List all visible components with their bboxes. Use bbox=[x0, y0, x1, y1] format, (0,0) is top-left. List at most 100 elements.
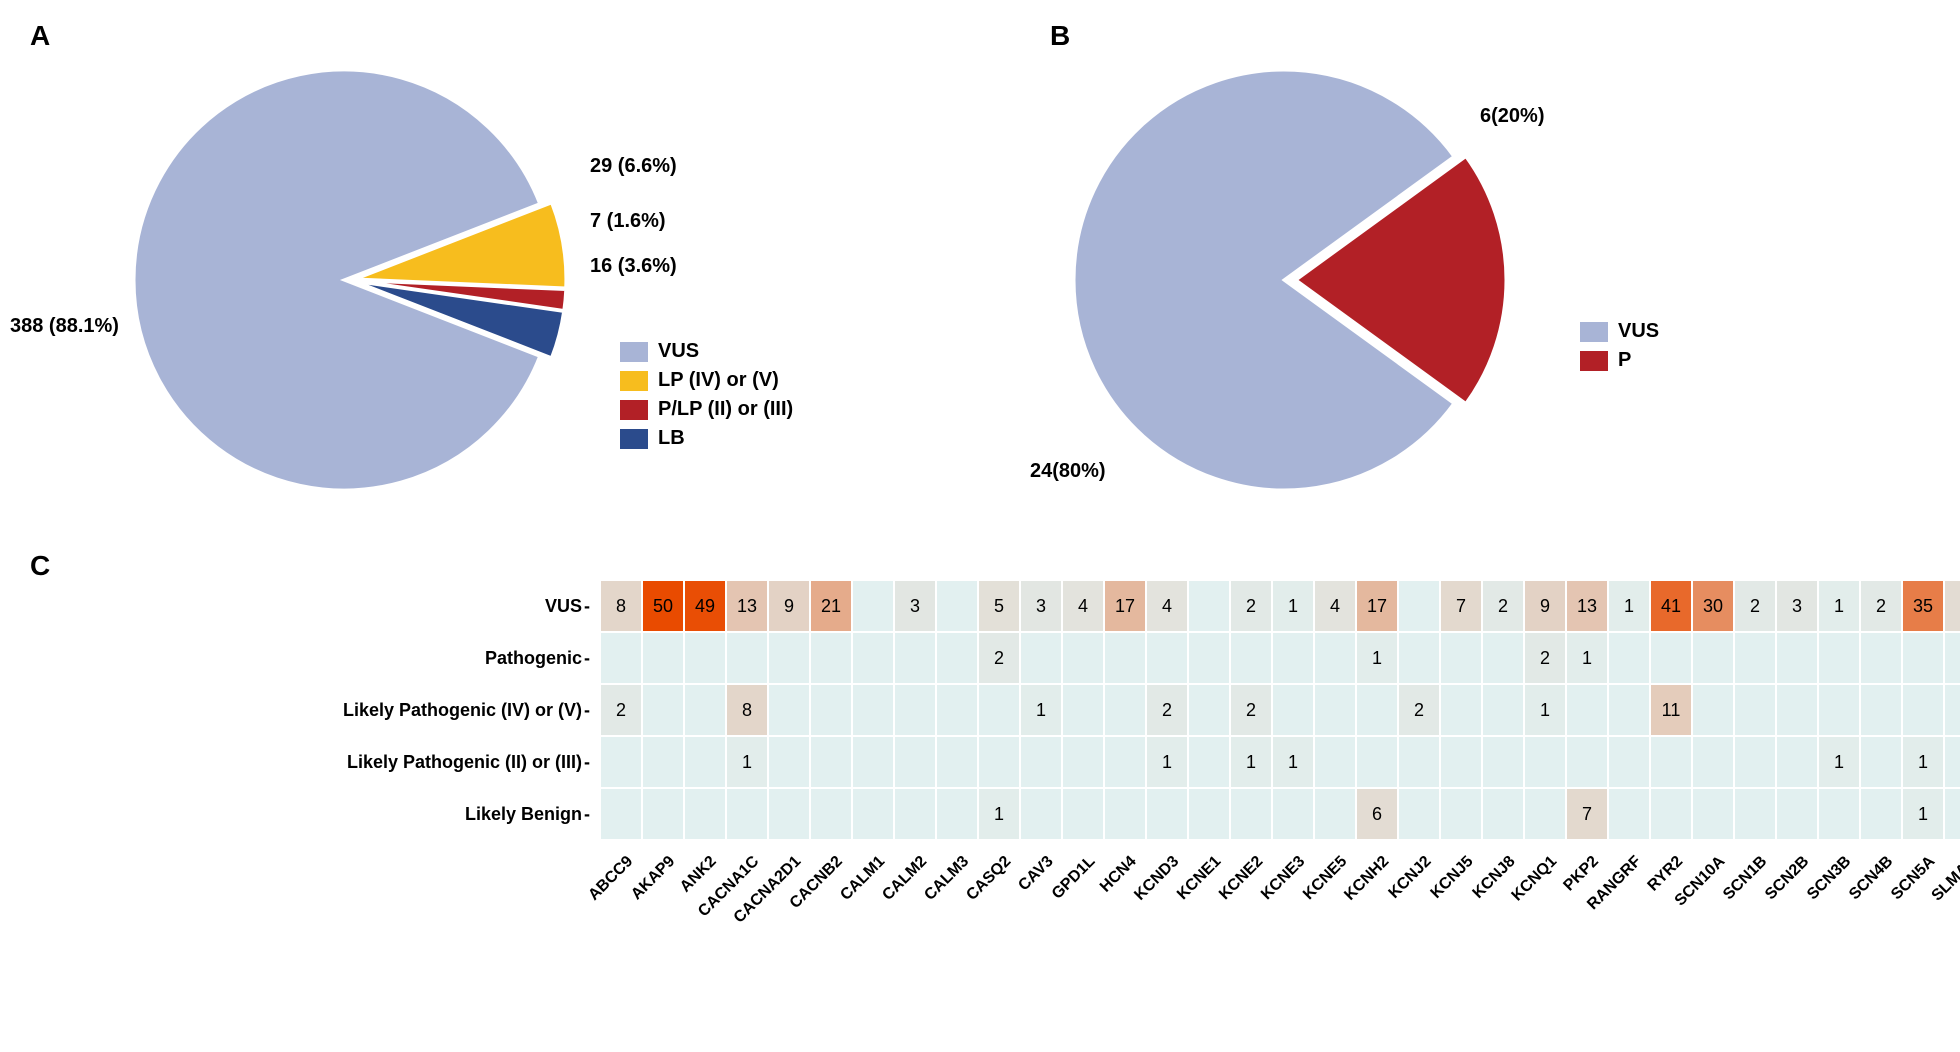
heatmap-cell bbox=[1356, 736, 1398, 788]
heatmap-cell bbox=[684, 788, 726, 840]
heatmap-cell bbox=[1860, 684, 1902, 736]
heatmap-cell bbox=[1944, 736, 1960, 788]
legend-item: P bbox=[1580, 349, 1659, 372]
legend-swatch bbox=[1580, 322, 1608, 342]
heatmap-cell: 11 bbox=[1650, 684, 1692, 736]
heatmap-cell: 1 bbox=[1608, 580, 1650, 632]
legend-swatch bbox=[620, 429, 648, 449]
heatmap-row-label: VUS - bbox=[320, 580, 600, 632]
heatmap-cell: 8 bbox=[600, 580, 642, 632]
legend-label: LP (IV) or (V) bbox=[658, 369, 779, 392]
legend-label: LB bbox=[658, 427, 685, 450]
heatmap-cell bbox=[684, 736, 726, 788]
heatmap-cell: 1 bbox=[1272, 736, 1314, 788]
heatmap-cell bbox=[1440, 632, 1482, 684]
heatmap-cell: 4 bbox=[1314, 580, 1356, 632]
legend-b: VUS P bbox=[1580, 320, 1659, 378]
heatmap-cell: 9 bbox=[768, 580, 810, 632]
heatmap-row-label: Likely Benign - bbox=[320, 788, 600, 840]
heatmap-cell bbox=[768, 632, 810, 684]
heatmap-cell: 13 bbox=[726, 580, 768, 632]
heatmap-cell bbox=[1944, 788, 1960, 840]
legend-swatch bbox=[620, 342, 648, 362]
heatmap-cell bbox=[810, 736, 852, 788]
heatmap-cell bbox=[1398, 736, 1440, 788]
heatmap-cell bbox=[1734, 684, 1776, 736]
heatmap-cell bbox=[600, 632, 642, 684]
slice-label-vus: 388 (88.1%) bbox=[10, 315, 119, 338]
heatmap-cell bbox=[1440, 788, 1482, 840]
heatmap-cell bbox=[1146, 788, 1188, 840]
heatmap-cell: 17 bbox=[1356, 580, 1398, 632]
heatmap-cell bbox=[1356, 684, 1398, 736]
heatmap-cell bbox=[1062, 736, 1104, 788]
heatmap-cell bbox=[1482, 788, 1524, 840]
heatmap-cell bbox=[1902, 684, 1944, 736]
heatmap-cell bbox=[1188, 632, 1230, 684]
legend-item: P/LP (II) or (III) bbox=[620, 398, 793, 421]
heatmap-cell bbox=[1902, 632, 1944, 684]
heatmap-cell: 2 bbox=[1398, 684, 1440, 736]
heatmap-cell bbox=[1272, 788, 1314, 840]
heatmap-cell: 2 bbox=[1860, 580, 1902, 632]
heatmap-cell bbox=[1566, 736, 1608, 788]
heatmap-cell bbox=[1944, 632, 1960, 684]
slice-label-vus: 24(80%) bbox=[1030, 460, 1106, 483]
heatmap-cell: 4 bbox=[1146, 580, 1188, 632]
heatmap-cell bbox=[1272, 632, 1314, 684]
heatmap-cell: 5 bbox=[978, 580, 1020, 632]
heatmap-cell: 3 bbox=[1020, 580, 1062, 632]
heatmap-cell bbox=[1398, 580, 1440, 632]
heatmap-cell bbox=[1776, 632, 1818, 684]
heatmap-grid: VUS -85049139213534174214177291314130231… bbox=[320, 580, 1960, 840]
heatmap-cell bbox=[1818, 632, 1860, 684]
heatmap-cell bbox=[768, 736, 810, 788]
heatmap-cell: 3 bbox=[1776, 580, 1818, 632]
heatmap-cell bbox=[1314, 684, 1356, 736]
heatmap-cell bbox=[810, 788, 852, 840]
heatmap-cell: 2 bbox=[600, 684, 642, 736]
heatmap-cell bbox=[1188, 684, 1230, 736]
heatmap-cell bbox=[978, 684, 1020, 736]
heatmap-cell bbox=[852, 580, 894, 632]
heatmap-cell: 1 bbox=[1902, 788, 1944, 840]
heatmap-cell bbox=[1230, 788, 1272, 840]
slice-label-lp-iv-or-v-: 29 (6.6%) bbox=[590, 155, 677, 178]
heatmap-cell bbox=[1314, 632, 1356, 684]
heatmap-cell bbox=[1314, 736, 1356, 788]
heatmap-cell bbox=[1188, 736, 1230, 788]
heatmap-cell bbox=[1482, 632, 1524, 684]
heatmap-cell bbox=[1188, 788, 1230, 840]
heatmap-c: VUS -85049139213534174214177291314130231… bbox=[320, 580, 1960, 964]
heatmap-cell bbox=[936, 580, 978, 632]
heatmap-cell bbox=[768, 684, 810, 736]
heatmap-cell bbox=[894, 736, 936, 788]
heatmap-cell: 21 bbox=[810, 580, 852, 632]
heatmap-cell bbox=[1062, 684, 1104, 736]
heatmap-cell bbox=[1818, 788, 1860, 840]
heatmap-cell bbox=[852, 632, 894, 684]
heatmap-cell bbox=[852, 736, 894, 788]
heatmap-cell bbox=[1692, 684, 1734, 736]
heatmap-cell bbox=[936, 632, 978, 684]
heatmap-row-label: Likely Pathogenic (IV) or (V) - bbox=[320, 684, 600, 736]
heatmap-cell: 6 bbox=[1944, 580, 1960, 632]
heatmap-cell bbox=[1020, 736, 1062, 788]
figure-root: A B C 388 (88.1%)29 (6.6%)7 (1.6%)16 (3.… bbox=[20, 20, 1940, 1032]
heatmap-cell: 1 bbox=[1146, 736, 1188, 788]
heatmap-cell bbox=[1188, 580, 1230, 632]
legend-item: VUS bbox=[1580, 320, 1659, 343]
heatmap-cell bbox=[1062, 632, 1104, 684]
heatmap-cell: 1 bbox=[978, 788, 1020, 840]
heatmap-cell: 1 bbox=[1356, 632, 1398, 684]
heatmap-cell bbox=[1398, 788, 1440, 840]
heatmap-cell bbox=[852, 684, 894, 736]
heatmap-cell bbox=[1482, 736, 1524, 788]
heatmap-cell bbox=[1230, 632, 1272, 684]
heatmap-cell bbox=[1440, 684, 1482, 736]
heatmap-cell bbox=[1104, 684, 1146, 736]
heatmap-cell bbox=[642, 684, 684, 736]
heatmap-cell bbox=[1314, 788, 1356, 840]
heatmap-cell bbox=[936, 788, 978, 840]
heatmap-cell: 7 bbox=[1566, 788, 1608, 840]
